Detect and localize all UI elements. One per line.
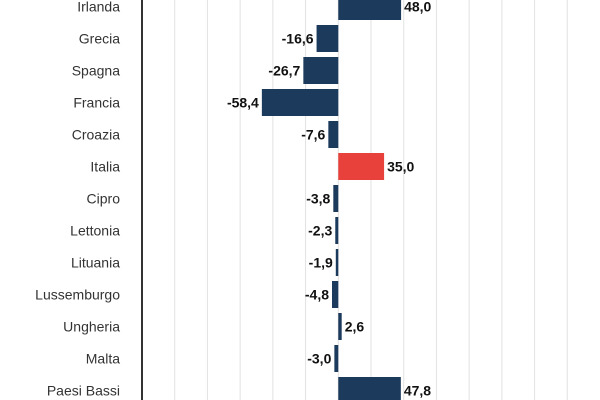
bar bbox=[338, 313, 342, 340]
bar bbox=[261, 89, 339, 116]
category-label: Lussemburgo bbox=[35, 287, 120, 303]
data-label: -1,9 bbox=[309, 255, 333, 271]
bar bbox=[338, 153, 385, 180]
category-label: Spagna bbox=[72, 63, 120, 79]
data-label: 2,6 bbox=[345, 319, 365, 335]
data-label: -26,7 bbox=[268, 63, 300, 79]
bar bbox=[316, 25, 339, 52]
data-label: -3,0 bbox=[307, 351, 331, 367]
data-label: -2,3 bbox=[308, 223, 332, 239]
data-label: 48,0 bbox=[404, 0, 431, 15]
bar bbox=[338, 0, 402, 20]
bar bbox=[303, 57, 339, 84]
data-label: 35,0 bbox=[387, 159, 414, 175]
bar bbox=[335, 249, 339, 276]
category-label: Paesi Bassi bbox=[47, 383, 120, 399]
bar bbox=[333, 185, 339, 212]
data-label: -58,4 bbox=[227, 95, 259, 111]
data-label: -4,8 bbox=[305, 287, 329, 303]
data-label: -3,8 bbox=[306, 191, 330, 207]
category-label: Lettonia bbox=[70, 223, 120, 239]
bar bbox=[338, 377, 401, 400]
data-label: -16,6 bbox=[282, 31, 314, 47]
gridlines bbox=[174, 0, 568, 400]
category-label: Lituania bbox=[71, 255, 120, 271]
bar bbox=[332, 281, 339, 308]
bar bbox=[328, 121, 339, 148]
data-label: 47,8 bbox=[404, 383, 431, 399]
data-label: -7,6 bbox=[301, 127, 325, 143]
category-label: Irlanda bbox=[77, 0, 120, 15]
category-label: Cipro bbox=[87, 191, 121, 207]
category-label: Malta bbox=[86, 351, 120, 367]
bar bbox=[335, 217, 339, 244]
category-label: Ungheria bbox=[63, 319, 120, 335]
category-label: Francia bbox=[73, 95, 120, 111]
bar bbox=[334, 345, 339, 372]
category-label: Grecia bbox=[79, 31, 120, 47]
category-label: Italia bbox=[90, 159, 120, 175]
category-label: Croazia bbox=[72, 127, 120, 143]
